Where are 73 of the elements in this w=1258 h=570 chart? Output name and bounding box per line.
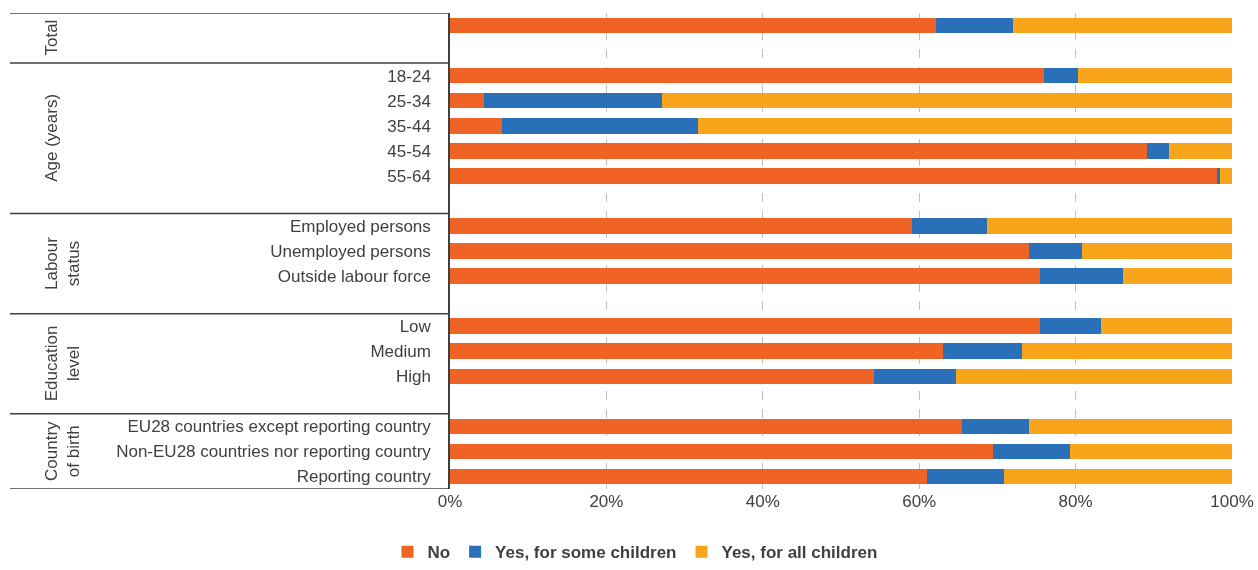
bar <box>450 67 1044 84</box>
x-tick-label: 0% <box>437 492 463 511</box>
bar <box>936 17 1014 34</box>
y-tick-label: Reporting country <box>296 467 432 487</box>
bar <box>927 468 1004 485</box>
bar <box>661 92 1232 109</box>
bar <box>450 17 937 34</box>
bar <box>1081 243 1232 259</box>
text: Age (years) <box>42 93 62 182</box>
y-tick-label: Unemployed persons <box>270 241 431 261</box>
text: Country of birth <box>42 420 84 481</box>
bar <box>943 343 1022 359</box>
bar <box>450 368 874 385</box>
bar <box>1217 168 1221 184</box>
bar <box>1146 143 1169 159</box>
bar <box>450 143 1147 159</box>
bar <box>987 218 1232 234</box>
legend-label: Yes, for some children <box>495 543 677 563</box>
x-tick-label: 20% <box>589 492 624 511</box>
bar <box>912 218 988 234</box>
bar <box>1168 143 1232 159</box>
bar <box>1077 67 1232 84</box>
x-tick-label: 100% <box>1210 492 1254 511</box>
bar <box>955 368 1232 385</box>
y-tick-label: 55-64 <box>387 166 431 186</box>
bar <box>1021 343 1232 359</box>
bar <box>873 368 956 385</box>
bar <box>1220 168 1232 184</box>
y-tick-label: 35-44 <box>387 116 431 136</box>
y-tick-label: Non-EU28 countries nor reporting country <box>116 442 432 462</box>
x-tick-label: 60% <box>902 492 937 511</box>
y-tick-label: Medium <box>370 342 431 362</box>
bar <box>1043 67 1078 84</box>
text: Education level <box>41 325 83 402</box>
bar <box>1101 318 1232 334</box>
x-tick-label: 80% <box>1058 492 1093 511</box>
bar <box>450 168 1218 184</box>
bar <box>450 268 1040 284</box>
bar <box>450 92 484 109</box>
bar <box>483 92 662 109</box>
y-tick-label: 25-34 <box>387 91 431 111</box>
legend-label: No <box>427 543 451 563</box>
bar <box>450 343 944 359</box>
text: Labour status <box>41 236 84 291</box>
bar <box>1039 268 1124 284</box>
bar <box>450 443 994 460</box>
text: Total <box>42 19 62 56</box>
bar <box>1013 17 1232 34</box>
bar <box>1003 468 1232 485</box>
bar <box>1029 243 1082 259</box>
bar <box>450 318 1040 334</box>
y-tick-label: Outside labour force <box>277 267 431 286</box>
y-tick-label: 45-54 <box>387 141 431 161</box>
y-tick-label: Employed persons <box>290 216 431 236</box>
bar <box>1070 443 1232 460</box>
y-tick-label: EU28 countries except reporting country <box>127 417 432 437</box>
bar <box>1039 318 1102 334</box>
bar <box>993 443 1071 460</box>
bar <box>450 243 1030 259</box>
x-tick-label: 40% <box>745 492 780 511</box>
bar <box>962 418 1029 435</box>
y-tick-label: Low <box>399 317 432 337</box>
bar <box>1123 268 1232 284</box>
bar <box>1028 418 1232 435</box>
bar <box>697 117 1232 134</box>
bar <box>450 418 963 435</box>
bar <box>450 117 503 134</box>
bar <box>450 468 928 485</box>
bar <box>450 218 913 234</box>
bar <box>502 117 698 134</box>
y-tick-label: 18-24 <box>387 66 431 86</box>
legend-label: Yes, for all children <box>721 543 878 563</box>
y-tick-label: High <box>395 367 431 387</box>
